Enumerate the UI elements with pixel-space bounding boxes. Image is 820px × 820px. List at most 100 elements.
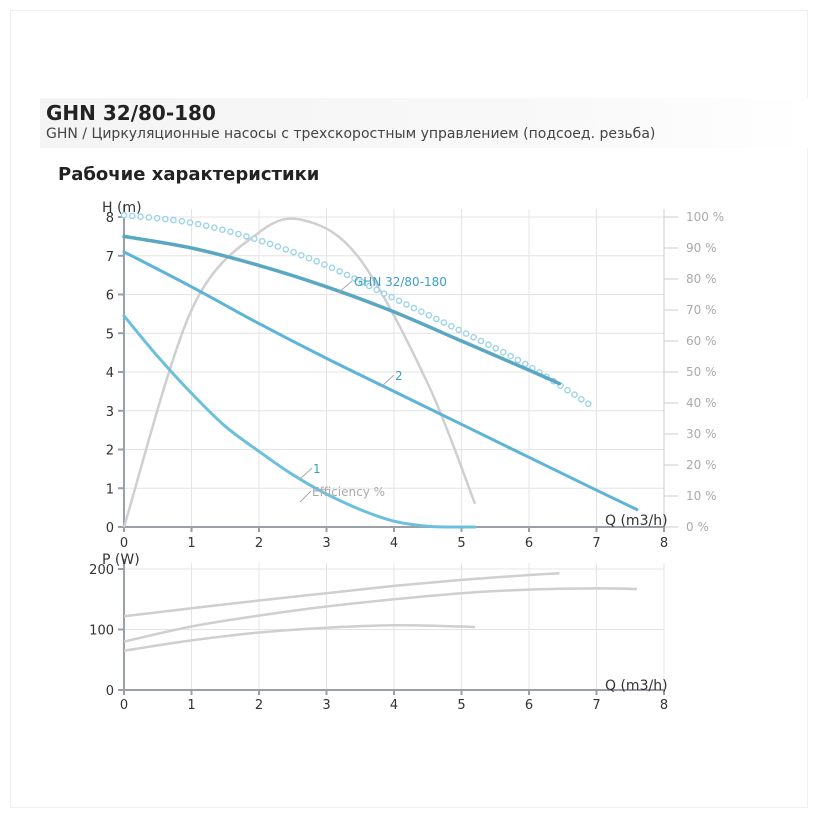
y-axis-title: P (W) [102, 552, 140, 568]
y2-tick-label: 100 % [686, 210, 724, 224]
series-dotted-point [186, 219, 194, 226]
y2-tick-label: 20 % [686, 458, 717, 472]
series-dotted-point [290, 248, 297, 256]
series-dotted-point [433, 315, 440, 323]
series-power-line-3 [123, 624, 476, 652]
series-dotted-point [485, 341, 492, 349]
series-dotted-point [250, 235, 258, 243]
label-leader [299, 490, 312, 503]
y-tick-label: 8 [106, 211, 114, 226]
series-dotted-point [388, 293, 395, 301]
series-dotted-point [313, 257, 321, 265]
y2-tick-label: 30 % [686, 427, 717, 441]
series-dotted-point [128, 212, 136, 220]
label-leader [299, 467, 313, 480]
y-tick-label: 7 [106, 250, 114, 265]
series-dotted-point [492, 345, 500, 352]
y-tick-label: 100 [89, 624, 114, 639]
x-tick-label: 1 [187, 536, 195, 551]
series-dotted-point [373, 286, 381, 294]
series-dotted-point [120, 211, 128, 219]
series-dotted-point [365, 282, 373, 290]
series-efficiency-line [122, 217, 477, 528]
series-dotted-point [578, 395, 585, 403]
series-dotted-point [585, 400, 592, 408]
x-axis-title: Q (m3/h) [605, 513, 668, 529]
x-tick-label: 1 [187, 698, 195, 713]
y2-tick-label: 0 % [686, 520, 709, 534]
series-dotted-point [351, 275, 358, 282]
y-tick-label: 2 [106, 444, 114, 459]
x-tick-label: 4 [390, 698, 398, 713]
series-dotted-point [153, 214, 161, 222]
x-tick-label: 7 [592, 698, 600, 713]
x-tick-label: 3 [322, 698, 330, 713]
y2-tick-label: 80 % [686, 272, 717, 286]
series-dotted-point [321, 261, 328, 268]
series-dotted-point [395, 297, 403, 305]
x-tick-label: 5 [457, 536, 465, 551]
x-tick-label: 6 [525, 698, 533, 713]
series-dotted-point [235, 230, 242, 238]
series-dotted-point [410, 304, 418, 312]
series-dotted-point [202, 222, 210, 230]
x-tick-label: 2 [255, 536, 263, 551]
y-axis-title: H (m) [102, 200, 142, 216]
section-heading: Рабочие характеристики [58, 164, 320, 185]
series-dotted-point [564, 386, 571, 394]
series-dotted-point [336, 267, 343, 275]
series-dotted-point [266, 240, 274, 248]
page-subtitle: GHN / Циркуляционные насосы с трехскорос… [46, 126, 656, 142]
x-tick-label: 0 [120, 698, 128, 713]
label-leader [337, 280, 353, 294]
series-dotted-point [274, 243, 282, 250]
page-title: GHN 32/80-180 [46, 101, 216, 125]
y-tick-label: 5 [106, 327, 114, 342]
x-tick-label: 3 [322, 536, 330, 551]
x-tick-label: 2 [255, 698, 263, 713]
series-dotted-point [403, 301, 410, 308]
series-label-speed-1: 1 [313, 462, 321, 476]
y2-tick-label: 10 % [686, 489, 717, 503]
series-dotted-point [227, 228, 234, 236]
y-tick-label: 200 [89, 563, 114, 578]
x-tick-label: 4 [390, 536, 398, 551]
y-tick-label: 4 [106, 366, 114, 381]
series-ghn-32-80-180-line [122, 234, 562, 386]
y2-tick-label: 60 % [686, 334, 717, 348]
y-tick-label: 6 [106, 289, 114, 304]
series-dotted-point [258, 237, 266, 245]
series-dotted-guide [124, 215, 593, 407]
series-dotted-point [219, 226, 226, 233]
series-dotted-point [170, 216, 177, 224]
x-tick-label: 8 [660, 698, 668, 713]
header-band [40, 98, 810, 148]
series-dotted-point [343, 271, 351, 279]
y-tick-label: 0 [106, 521, 114, 536]
series-dotted-point [282, 246, 290, 253]
y-tick-label: 0 [106, 684, 114, 699]
series-dotted-point [507, 352, 514, 360]
series-speed-2-line [122, 250, 639, 512]
series-label-ghn: GHN 32/80-180 [354, 275, 447, 289]
series-dotted-point [161, 215, 169, 223]
x-tick-label: 8 [660, 536, 668, 551]
x-tick-label: 7 [592, 536, 600, 551]
series-dotted-point [440, 319, 448, 326]
series-dotted-point [194, 220, 202, 228]
series-dotted-point [243, 233, 250, 240]
series-power-line-2 [123, 587, 638, 643]
y2-tick-label: 40 % [686, 396, 717, 410]
series-dotted-point [137, 213, 144, 220]
series-dotted-point [477, 337, 485, 345]
series-dotted-point [380, 290, 388, 297]
y-tick-label: 3 [106, 405, 114, 420]
y2-tick-label: 50 % [686, 365, 717, 379]
series-speed-1-line [122, 314, 477, 529]
series-dotted-point [297, 251, 305, 259]
series-dotted-point [455, 326, 463, 334]
series-label-efficiency: Efficiency % [312, 485, 385, 499]
series-dotted-point [571, 391, 578, 399]
x-tick-label: 5 [457, 698, 465, 713]
